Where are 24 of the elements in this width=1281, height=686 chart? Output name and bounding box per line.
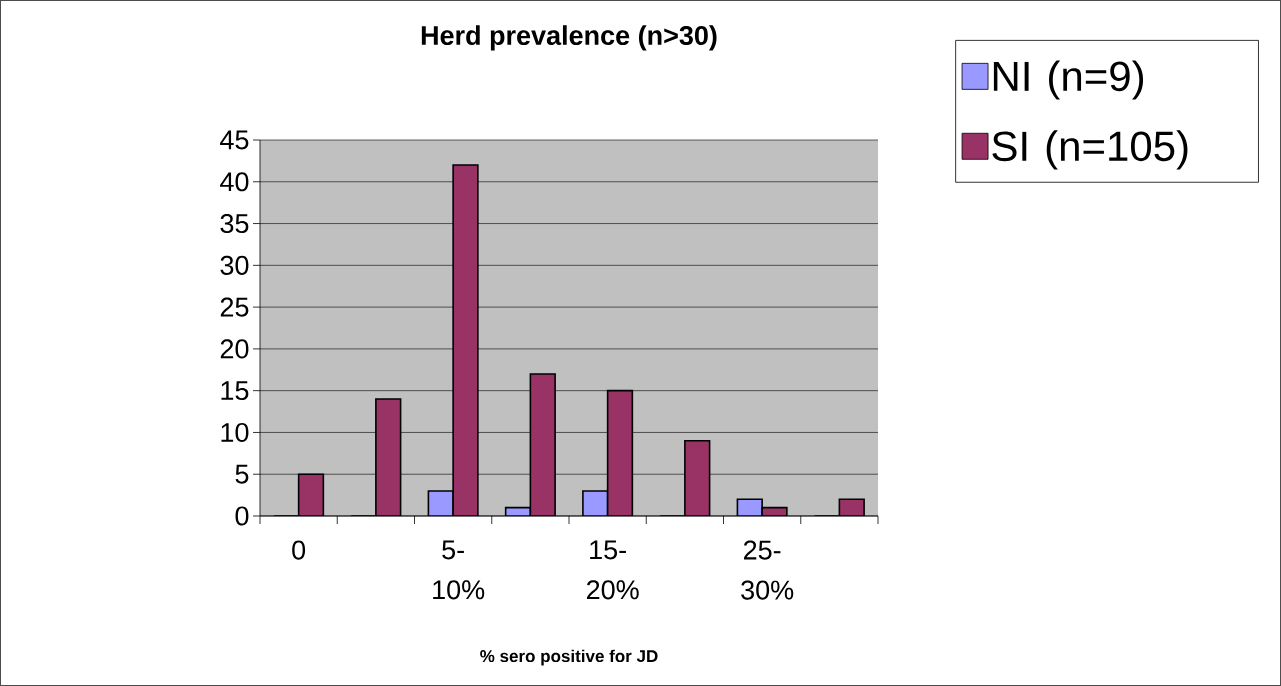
y-tick-label: 5: [235, 464, 249, 484]
legend-label: SI (n=105): [992, 130, 1188, 170]
y-tick-label: 45: [220, 130, 249, 150]
x-tick-label: 25-30%: [741, 540, 794, 600]
y-tick-label: 20: [220, 339, 249, 359]
legend-label: NI (n=9): [993, 60, 1144, 100]
y-tick-label: 15: [221, 381, 249, 401]
bar: [684, 440, 711, 516]
y-tick-label: 30: [220, 255, 249, 275]
y-tick-label: 35: [220, 214, 249, 234]
bar: [452, 164, 479, 516]
bar: [529, 373, 556, 516]
y-tick-label: 25: [220, 297, 249, 317]
x-tick-label: 15-20%: [586, 540, 639, 600]
x-axis-title: % sero positive for JD: [480, 649, 658, 666]
y-tick-label: 10: [221, 422, 249, 443]
bar: [375, 398, 402, 516]
y-tick-label: 0: [235, 506, 249, 526]
bar: [297, 473, 325, 516]
bar: [606, 389, 634, 516]
x-tick-label: 5-10%: [433, 540, 485, 600]
x-tick-label: 0: [292, 540, 306, 560]
chart-title: Herd prevalence (n>30): [421, 25, 717, 51]
y-tick-label: 40: [220, 172, 249, 192]
